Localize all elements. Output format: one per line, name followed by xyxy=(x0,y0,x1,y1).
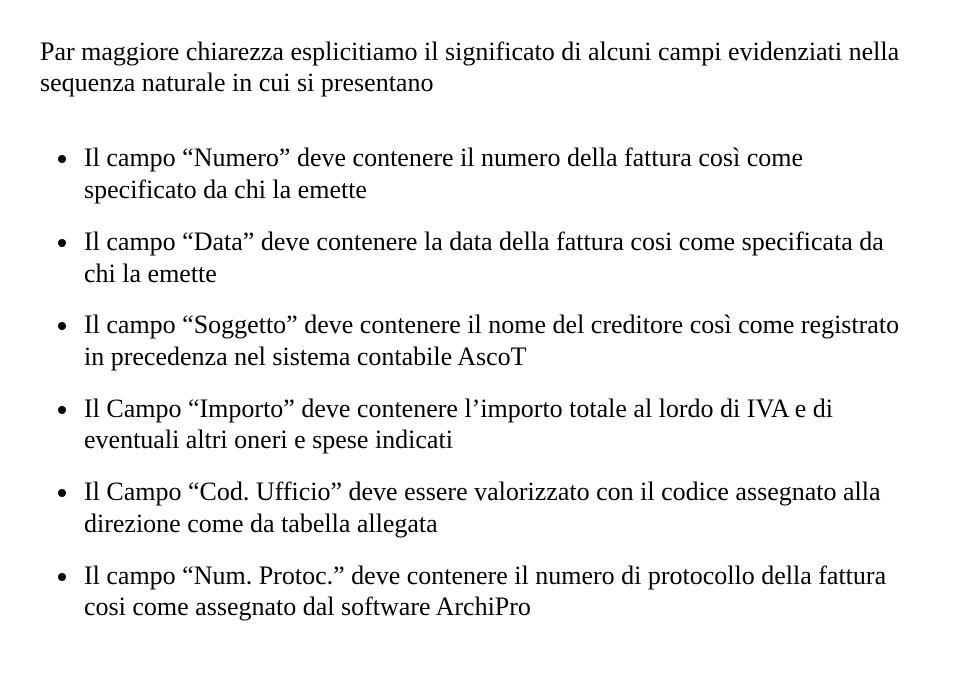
intro-paragraph: Par maggiore chiarezza esplicitiamo il s… xyxy=(40,36,920,98)
list-item: Il campo “Numero” deve contenere il nume… xyxy=(80,142,920,205)
list-item: Il Campo “Importo” deve contenere l’impo… xyxy=(80,393,920,456)
bullet-list: Il campo “Numero” deve contenere il nume… xyxy=(40,142,920,623)
list-item: Il Campo “Cod. Ufficio” deve essere valo… xyxy=(80,476,920,539)
list-item: Il campo “Soggetto” deve contenere il no… xyxy=(80,309,920,372)
list-item: Il campo “Data” deve contenere la data d… xyxy=(80,226,920,289)
list-item: Il campo “Num. Protoc.” deve contenere i… xyxy=(80,560,920,623)
document-page: Par maggiore chiarezza esplicitiamo il s… xyxy=(0,0,960,683)
